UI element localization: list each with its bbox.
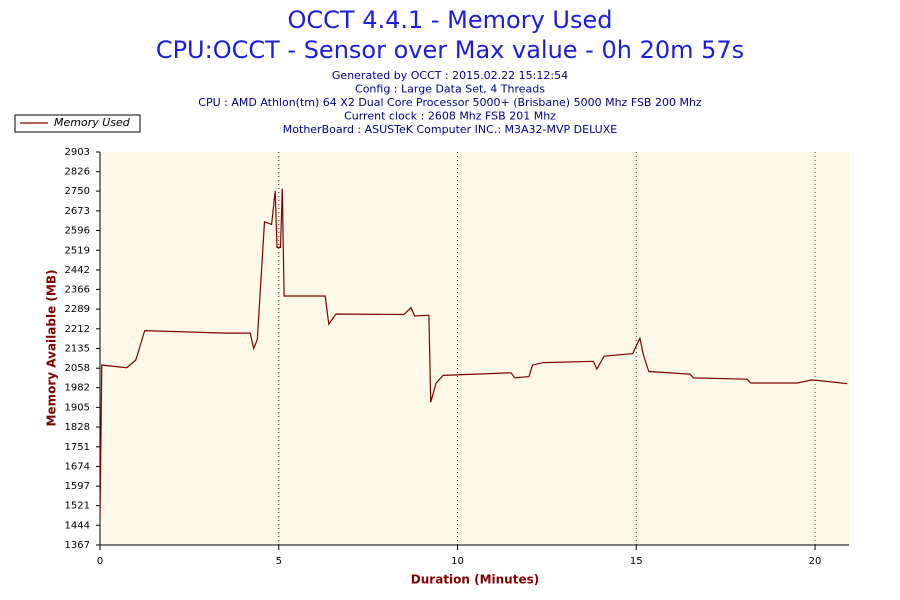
data-line	[99, 188, 848, 517]
y-tick-label: 1751	[65, 442, 90, 453]
y-tick-label: 1828	[65, 422, 90, 433]
header-note: Config : Large Data Set, 4 Threads	[355, 83, 545, 96]
x-tick-label: 20	[809, 556, 822, 567]
y-tick-label: 2442	[65, 265, 90, 276]
y-tick-label: 1444	[65, 520, 90, 531]
y-tick-label: 1367	[65, 540, 90, 551]
y-tick-label: 2826	[65, 167, 90, 178]
y-axis-label: Memory Available (MB)	[45, 270, 59, 427]
y-tick-label: 2212	[65, 324, 90, 335]
y-tick-label: 1521	[65, 501, 90, 512]
legend-box	[14, 114, 141, 133]
header-note: Current clock : 2608 Mhz FSB 201 Mhz	[344, 110, 556, 123]
y-tick-label: 2903	[65, 147, 90, 158]
x-tick-label: 15	[630, 556, 643, 567]
legend-label: Memory Used	[54, 116, 131, 129]
chart-subtitle: CPU:OCCT - Sensor over Max value - 0h 20…	[156, 36, 744, 64]
header-note: CPU : AMD Athlon(tm) 64 X2 Dual Core Pro…	[198, 96, 702, 109]
y-tick-label: 1982	[65, 383, 90, 394]
header-note: MotherBoard : ASUSTeK Computer INC.: M3A…	[283, 123, 617, 136]
y-tick-label: 2519	[65, 245, 90, 256]
header-note: Generated by OCCT : 2015.02.22 15:12:54	[332, 69, 568, 82]
y-tick-label: 1597	[65, 481, 90, 492]
y-tick-label: 1905	[65, 402, 90, 413]
y-tick-label: 1674	[65, 461, 90, 472]
x-axis-label: Duration (Minutes)	[411, 573, 539, 587]
plot-background	[100, 152, 849, 545]
x-tick-label: 5	[276, 556, 282, 567]
y-tick-label: 2058	[65, 363, 90, 374]
chart-title: OCCT 4.4.1 - Memory Used	[288, 6, 613, 34]
y-tick-label: 2135	[65, 344, 90, 355]
y-tick-label: 2596	[65, 226, 90, 237]
y-tick-label: 2673	[65, 206, 90, 217]
x-tick-label: 10	[451, 556, 464, 567]
y-tick-label: 2750	[65, 186, 90, 197]
x-tick-label: 0	[97, 556, 103, 567]
y-tick-label: 2289	[65, 304, 90, 315]
y-tick-label: 2366	[65, 284, 90, 295]
